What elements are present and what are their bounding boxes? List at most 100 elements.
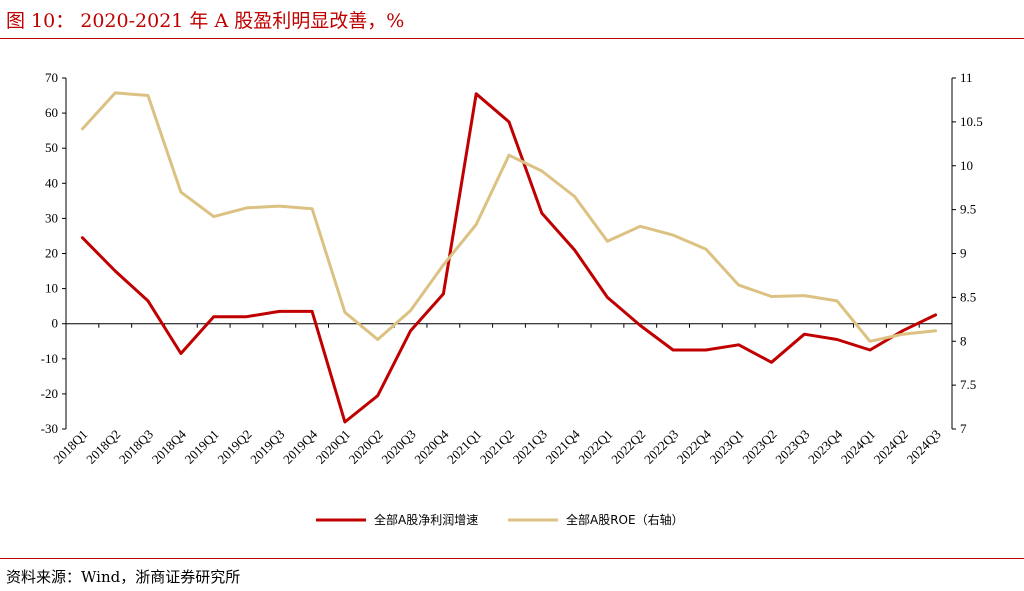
left-tick-label: -30 [41, 421, 58, 436]
profit-growth-point [474, 92, 478, 95]
profit-growth-point [540, 211, 544, 215]
left-tick-label: 30 [45, 210, 58, 225]
profit-growth-point [81, 236, 84, 239]
profit-growth-point [409, 329, 412, 332]
roe-line [80, 91, 938, 343]
x-tick-label: 2021Q4 [543, 426, 584, 467]
roe-point [343, 311, 347, 314]
roe-point [835, 299, 839, 303]
source-rule [0, 558, 1024, 559]
x-tick-label: 2023Q2 [739, 427, 779, 467]
profit-growth-point [573, 248, 576, 252]
x-tick-label: 2024Q3 [903, 427, 943, 467]
x-tick-label: 2018Q3 [116, 427, 156, 467]
chart-legend: 全部A股净利润增速 全部A股ROE（右轴） [316, 512, 684, 527]
roe-point [278, 204, 281, 208]
x-tick-label: 2022Q1 [575, 427, 615, 467]
profit-growth-point [901, 329, 904, 332]
profit-growth-point [146, 299, 150, 303]
roe-point [770, 295, 773, 298]
roe-point [934, 329, 937, 332]
x-tick-label: 2022Q2 [608, 427, 648, 467]
x-tick-label: 2018Q2 [83, 427, 123, 467]
roe-point [737, 283, 740, 287]
right-tick-label: 10 [960, 158, 973, 173]
line-chart: -30 -20 -10 0 10 20 30 40 50 60 70 7 7.5 8 8.5 9 9.5 10 10… [41, 70, 983, 527]
roe-point [442, 263, 445, 267]
roe-point [704, 247, 708, 251]
roe-point [310, 207, 314, 210]
profit-growth-point [606, 296, 609, 299]
profit-growth-point [442, 292, 445, 296]
roe-point [245, 206, 248, 210]
profit-growth-point [704, 348, 708, 352]
x-tick-label: 2021Q1 [444, 427, 484, 467]
right-tick-label: 7 [960, 421, 967, 436]
roe-point [114, 91, 117, 95]
x-tick-label: 2024Q1 [838, 427, 878, 467]
roe-point [409, 309, 412, 312]
profit-growth-point [507, 120, 511, 124]
legend-label-roe: 全部A股ROE（右轴） [566, 512, 684, 527]
left-tick-label: 0 [52, 316, 59, 331]
x-tick-label: 2023Q3 [772, 427, 812, 467]
profit-growth-point [737, 343, 740, 346]
roe-point [212, 215, 215, 218]
roe-point [81, 127, 84, 131]
right-tick-label: 11 [960, 70, 973, 85]
left-tick-label: 10 [45, 281, 58, 296]
profit-growth-point [835, 338, 839, 341]
right-tick-label: 8.5 [960, 289, 976, 304]
roe-point [573, 195, 576, 198]
left-tick-label: 40 [45, 175, 58, 190]
roe-point [606, 240, 609, 243]
right-tick-label: 7.5 [960, 377, 976, 392]
x-tick-label: 2019Q3 [247, 427, 287, 467]
legend-label-profit-growth: 全部A股净利润增速 [374, 512, 478, 527]
x-tick-label: 2023Q4 [805, 426, 846, 467]
profit-growth-point [343, 420, 347, 424]
left-tick-label: -10 [41, 351, 58, 366]
right-tick-label: 10.5 [960, 114, 983, 129]
profit-growth-point [212, 315, 215, 318]
left-tick-label: -20 [41, 386, 58, 401]
x-tick-label: 2023Q1 [707, 427, 747, 467]
left-tick-label: 70 [45, 70, 58, 85]
left-tick-label: 50 [45, 140, 58, 155]
profit-growth-point [803, 333, 806, 336]
roe-point [901, 333, 904, 336]
x-tick-label: 2019Q2 [214, 427, 254, 467]
roe-point [671, 233, 675, 237]
right-tick-label: 8 [960, 333, 967, 348]
roe-point [540, 169, 544, 173]
left-tick-label: 60 [45, 105, 58, 120]
x-tick-label: 2020Q1 [313, 427, 353, 467]
x-tick-label: 2024Q2 [871, 427, 911, 467]
x-tick-label: 2020Q2 [346, 427, 386, 467]
roe-point [146, 94, 150, 97]
profit-growth-point [868, 348, 872, 352]
x-tick-label: 2021Q2 [477, 427, 517, 467]
right-tick-label: 9 [960, 246, 967, 261]
profit-growth-point [310, 310, 314, 313]
chart-series [80, 91, 938, 424]
profit-growth-point [278, 310, 281, 313]
x-tick-label: 2020Q4 [411, 426, 452, 467]
x-tick-label: 2019Q4 [280, 426, 321, 467]
profit-growth-point [376, 394, 379, 397]
x-tick-label: 2022Q3 [641, 427, 681, 467]
profit-growth-point [770, 361, 773, 364]
figure-title: 图 10： 2020-2021 年 A 股盈利明显改善，% [6, 10, 405, 32]
profit-growth-point [179, 352, 183, 355]
profit-growth-point [934, 313, 937, 317]
profit-growth-point [245, 315, 248, 318]
roe-point [803, 294, 806, 297]
right-tick-label: 9.5 [960, 202, 976, 217]
x-tick-label: 2021Q3 [510, 427, 550, 467]
x-tick-label: 2019Q1 [182, 427, 222, 467]
roe-point [179, 190, 183, 194]
roe-point [376, 338, 379, 341]
x-tick-label: 2018Q4 [149, 426, 190, 467]
profit-growth-point [671, 348, 675, 352]
left-tick-label: 20 [45, 246, 58, 261]
